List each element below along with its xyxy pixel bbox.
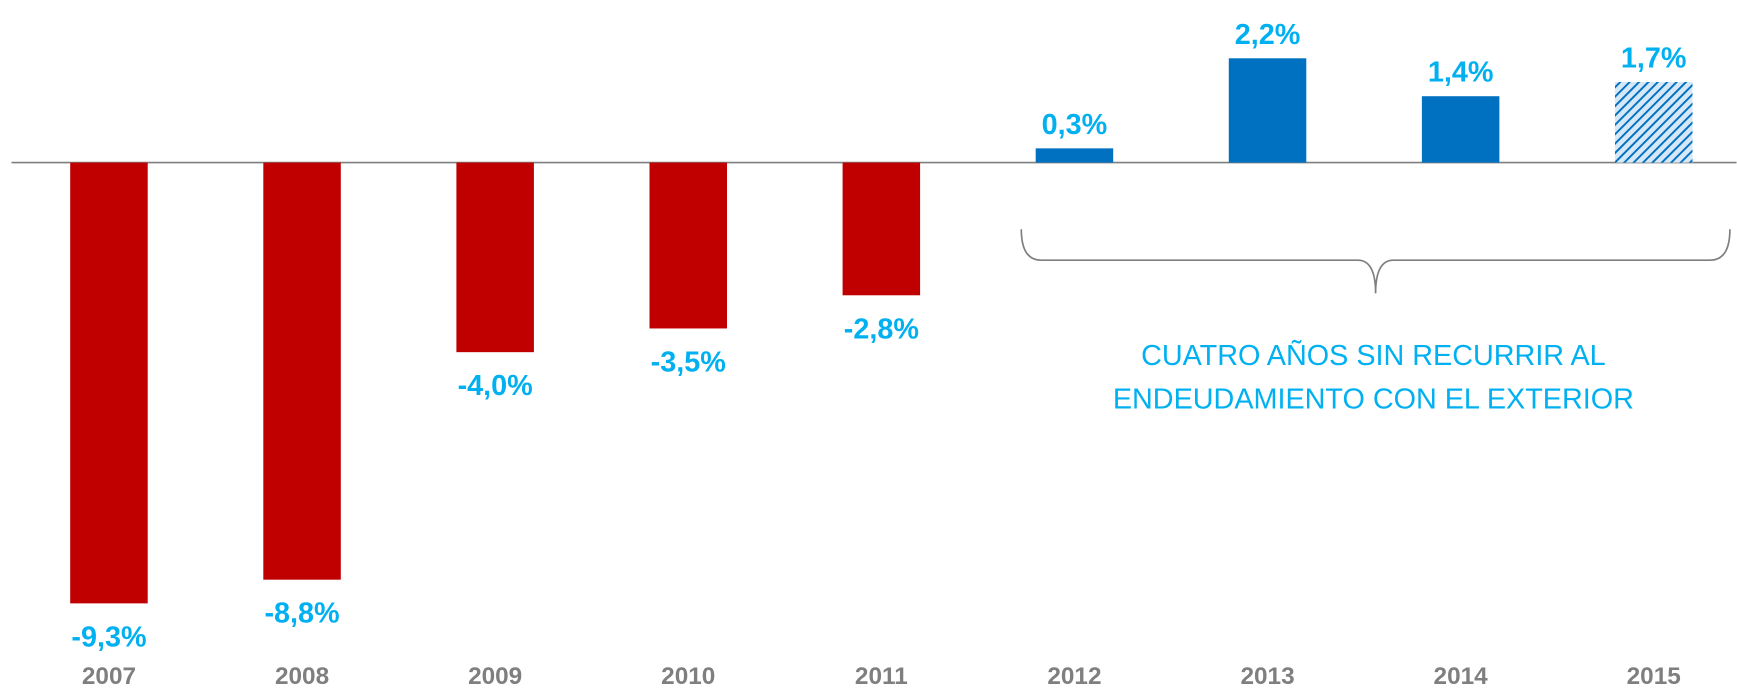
bar: [263, 162, 341, 580]
x-tick-label: 2013: [1240, 663, 1294, 690]
brace: [1020, 229, 1731, 294]
value-label: -8,8%: [264, 598, 339, 630]
x-tick-label: 2008: [275, 663, 329, 690]
value-label: -9,3%: [71, 621, 146, 653]
value-label: -2,8%: [844, 313, 919, 345]
x-tick-label: 2011: [855, 663, 908, 690]
value-label: -4,0%: [458, 370, 533, 402]
bar: [1035, 148, 1114, 163]
value-label: -3,5%: [651, 347, 726, 379]
value-label: 0,3%: [1042, 109, 1108, 141]
x-tick-label: 2015: [1627, 663, 1681, 690]
bar: [1421, 96, 1500, 163]
bar: [842, 162, 921, 296]
bar: [1614, 81, 1693, 163]
x-tick-label: 2009: [468, 663, 522, 690]
value-label: 1,7%: [1621, 42, 1687, 74]
x-tick-label: 2010: [661, 663, 715, 690]
annotation: ENDEUDAMIENTO CON EL EXTERIOR: [1113, 383, 1634, 415]
x-tick-label: 2007: [82, 663, 136, 690]
bar: [649, 162, 727, 329]
value-label: 1,4%: [1428, 57, 1494, 89]
x-tick-label: 2014: [1434, 663, 1489, 690]
bar: [1228, 58, 1307, 163]
bar: [70, 162, 148, 604]
value-label: 2,2%: [1235, 19, 1301, 51]
bar: [456, 162, 534, 353]
x-tick-label: 2012: [1047, 663, 1101, 690]
annotation: CUATRO AÑOS SIN RECURRIR AL: [1141, 338, 1606, 372]
